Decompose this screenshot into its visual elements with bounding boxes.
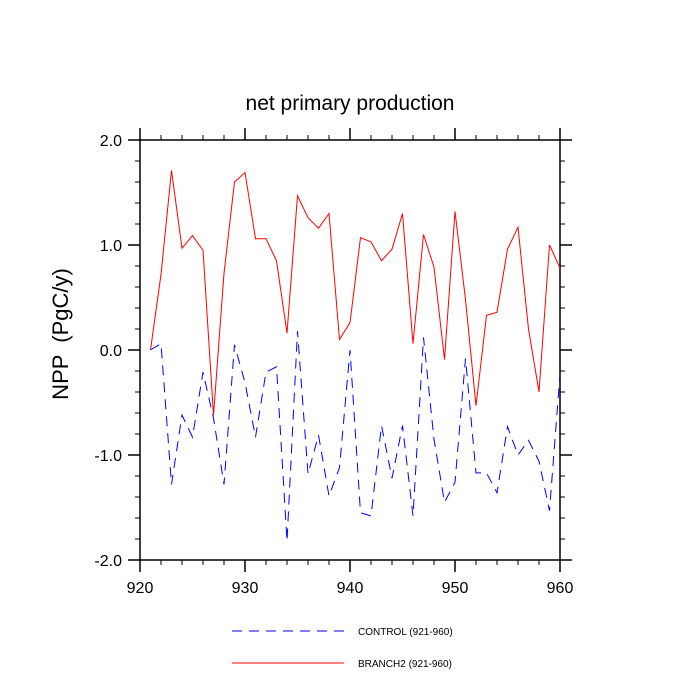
series-2-point: [486, 315, 487, 316]
series-2-point: [182, 248, 183, 249]
series-1-point: [203, 372, 204, 373]
series-1-point: [329, 495, 330, 496]
series-1-point: [486, 472, 487, 473]
series-2-point: [560, 268, 561, 269]
series-1-point: [392, 478, 393, 479]
series-2-point: [192, 235, 193, 236]
series-2-point: [549, 245, 550, 246]
series-1-point: [465, 358, 466, 359]
series-1-point: [245, 382, 246, 383]
series-2-point: [539, 392, 540, 393]
y-tick-label: -1.0: [94, 448, 122, 465]
series-1-point: [402, 425, 403, 426]
y-tick-label: -2.0: [94, 553, 122, 570]
x-tick-label: 960: [547, 580, 574, 597]
series-2-point: [518, 227, 519, 228]
series-2-point: [339, 339, 340, 340]
series-1-point: [434, 439, 435, 440]
series-2-point: [381, 260, 382, 261]
series-1-point: [287, 541, 288, 542]
plot-area: 920 930 940 950 960 -2.0 -1.0 0.0 1.0 2.0: [94, 128, 573, 597]
series-2-point: [245, 172, 246, 173]
y-tick-label: 0.0: [100, 343, 122, 360]
x-tick-label: 920: [127, 580, 154, 597]
series-1-point: [455, 482, 456, 483]
series-2-point: [297, 195, 298, 196]
series-line-2: [150, 170, 561, 416]
x-tick-label: 950: [442, 580, 469, 597]
x-tick-label: 940: [337, 580, 364, 597]
series-2-point: [213, 415, 214, 416]
series-1-point: [297, 331, 298, 332]
series-1-point: [255, 437, 256, 438]
series-1-point: [497, 492, 498, 493]
y-tick-label: 1.0: [100, 238, 122, 255]
series-2-point: [434, 267, 435, 268]
series-2-point: [329, 213, 330, 214]
series-2-point: [276, 260, 277, 261]
series-2-point: [150, 350, 151, 351]
series-1-point: [549, 510, 550, 511]
series-1-point: [528, 440, 529, 441]
series-2-point: [318, 228, 319, 229]
series-2-point: [423, 234, 424, 235]
series-2-point: [287, 333, 288, 334]
series-2-point: [392, 249, 393, 250]
series-1-point: [213, 418, 214, 419]
series-2-point: [234, 182, 235, 183]
series-1-point: [360, 512, 361, 513]
series-2-point: [413, 343, 414, 344]
series-2-point: [444, 359, 445, 360]
legend: CONTROL (921-960) BRANCH2 (921-960): [232, 627, 453, 670]
series-1-point: [276, 366, 277, 367]
chart-title: net primary production: [246, 92, 455, 115]
series-2-point: [507, 249, 508, 250]
series-1-point: [413, 515, 414, 516]
x-tick-label: 930: [232, 580, 259, 597]
series-1-point: [192, 437, 193, 438]
series-2-point: [224, 273, 225, 274]
series-2-point: [161, 274, 162, 275]
series-2-point: [308, 217, 309, 218]
series-2-point: [360, 237, 361, 238]
series-2-point: [266, 238, 267, 239]
series-1-point: [318, 435, 319, 436]
series-1-point: [224, 484, 225, 485]
y-axis-label: NPP (PgC/y): [48, 268, 73, 400]
series-1-point: [444, 502, 445, 503]
series-1-point: [234, 344, 235, 345]
y-tick-label: 2.0: [100, 133, 122, 150]
legend-label-2: BRANCH2 (921-960): [358, 659, 452, 670]
series-2-point: [402, 213, 403, 214]
series-1-point: [339, 467, 340, 468]
series-1-point: [371, 515, 372, 516]
series-1-point: [507, 426, 508, 427]
series-1-point: [350, 350, 351, 351]
series-2-point: [476, 405, 477, 406]
series-1-point: [423, 337, 424, 338]
series-2-point: [171, 170, 172, 171]
series-2-point: [465, 299, 466, 300]
series-line-1: [150, 331, 561, 542]
series-1-point: [381, 425, 382, 426]
series-2-point: [255, 238, 256, 239]
series-1-point: [266, 372, 267, 373]
series-2-point: [350, 322, 351, 323]
series-1-point: [182, 415, 183, 416]
series-1-point: [161, 343, 162, 344]
series-1-point: [539, 461, 540, 462]
series-2-point: [203, 250, 204, 251]
series-2-point: [497, 312, 498, 313]
legend-label-1: CONTROL (921-960): [358, 627, 453, 638]
series-1-point: [518, 455, 519, 456]
series-2-point: [528, 329, 529, 330]
series-1-point: [308, 473, 309, 474]
series-2-point: [371, 241, 372, 242]
series-2-point: [455, 211, 456, 212]
series-1-point: [476, 472, 477, 473]
series-1-point: [171, 484, 172, 485]
series-1-point: [560, 374, 561, 375]
